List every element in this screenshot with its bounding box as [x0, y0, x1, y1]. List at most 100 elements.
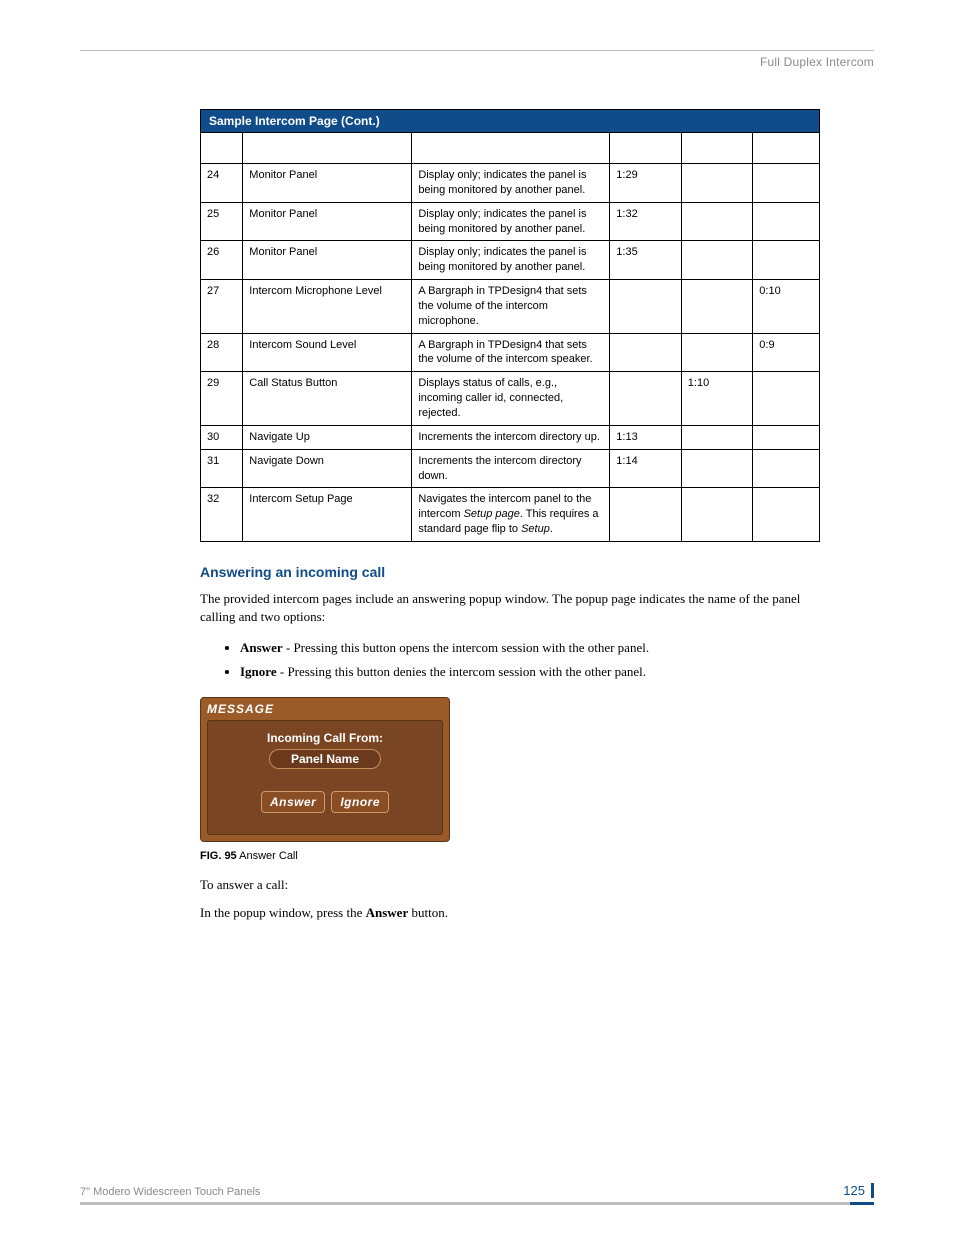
instruction-post: button.: [408, 905, 448, 920]
ignore-button[interactable]: Ignore: [331, 791, 389, 813]
section-heading: Answering an incoming call: [200, 564, 820, 580]
table-cell: 27: [201, 280, 243, 334]
table-row: 29Call Status ButtonDisplays status of c…: [201, 372, 820, 426]
table-cell: Intercom Sound Level: [243, 333, 412, 372]
list-item: Answer - Pressing this button opens the …: [240, 636, 820, 659]
message-title: MESSAGE: [207, 702, 274, 716]
section-intro: The provided intercom pages include an a…: [200, 590, 820, 626]
table-row: 27Intercom Microphone LevelA Bargraph in…: [201, 280, 820, 334]
footer: 7" Modero Widescreen Touch Panels 125: [80, 1183, 874, 1205]
footer-line: 7" Modero Widescreen Touch Panels 125: [80, 1183, 874, 1198]
bullet-rest: - Pressing this button opens the interco…: [283, 640, 649, 655]
table-cell: [753, 488, 820, 542]
table-cell: Increments the intercom directory up.: [412, 425, 610, 449]
table-cell: A Bargraph in TPDesign4 that sets the vo…: [412, 333, 610, 372]
table-cell: [681, 488, 753, 542]
table-cell: 28: [201, 333, 243, 372]
table-cell: Increments the intercom directory down.: [412, 449, 610, 488]
table-row: 25Monitor PanelDisplay only; indicates t…: [201, 202, 820, 241]
table-row: 30Navigate UpIncrements the intercom dir…: [201, 425, 820, 449]
table-cell: Display only; indicates the panel is bei…: [412, 164, 610, 203]
table-cell: 26: [201, 241, 243, 280]
incoming-call-label: Incoming Call From:: [208, 731, 442, 745]
table-header-blank-row: [201, 133, 820, 164]
table-cell: [753, 241, 820, 280]
table-cell: 32: [201, 488, 243, 542]
message-popup: MESSAGE Incoming Call From: Panel Name A…: [200, 697, 450, 842]
table-cell: Navigate Down: [243, 449, 412, 488]
table-row: 28Intercom Sound LevelA Bargraph in TPDe…: [201, 333, 820, 372]
table-cell: [681, 202, 753, 241]
table-cell: 1:29: [610, 164, 682, 203]
footer-rule: [80, 1202, 874, 1205]
button-row: Answer Ignore: [208, 791, 442, 813]
table-cell: [681, 449, 753, 488]
table-cell: [681, 333, 753, 372]
message-inner: Incoming Call From: Panel Name Answer Ig…: [207, 720, 443, 835]
table-cell: [753, 425, 820, 449]
table-row: 32Intercom Setup PageNavigates the inter…: [201, 488, 820, 542]
table-cell: [610, 372, 682, 426]
table-row: 26Monitor PanelDisplay only; indicates t…: [201, 241, 820, 280]
table-cell: Monitor Panel: [243, 202, 412, 241]
footer-left: 7" Modero Widescreen Touch Panels: [80, 1186, 260, 1198]
table-cell: Call Status Button: [243, 372, 412, 426]
figure-caption-text: Answer Call: [237, 850, 298, 862]
table-cell: Navigates the intercom panel to the inte…: [412, 488, 610, 542]
sample-intercom-table: Sample Intercom Page (Cont.) 24Monitor P…: [200, 109, 820, 542]
table-row: 31Navigate DownIncrements the intercom d…: [201, 449, 820, 488]
table-cell: [681, 425, 753, 449]
table-cell: [681, 241, 753, 280]
table-cell: 0:10: [753, 280, 820, 334]
table-cell: 1:14: [610, 449, 682, 488]
table-cell: Display only; indicates the panel is bei…: [412, 241, 610, 280]
table-cell: Intercom Setup Page: [243, 488, 412, 542]
bullet-term: Answer: [240, 640, 283, 655]
table-cell: [753, 202, 820, 241]
instruction-text: In the popup window, press the Answer bu…: [200, 904, 820, 922]
table-cell: 24: [201, 164, 243, 203]
figure-number: FIG. 95: [200, 850, 237, 862]
table-row: 24Monitor PanelDisplay only; indicates t…: [201, 164, 820, 203]
table-cell: [753, 449, 820, 488]
table-cell: 1:32: [610, 202, 682, 241]
answer-button[interactable]: Answer: [261, 791, 325, 813]
table-cell: Intercom Microphone Level: [243, 280, 412, 334]
table-cell: [610, 488, 682, 542]
content-area: Sample Intercom Page (Cont.) 24Monitor P…: [200, 109, 820, 922]
table-cell: 1:35: [610, 241, 682, 280]
panel-name-field: Panel Name: [269, 749, 381, 769]
table-cell: [610, 280, 682, 334]
bullet-list: Answer - Pressing this button opens the …: [240, 636, 820, 683]
table-cell: Monitor Panel: [243, 164, 412, 203]
figure-caption: FIG. 95 Answer Call: [200, 850, 820, 862]
table-cell: 1:10: [681, 372, 753, 426]
to-answer-text: To answer a call:: [200, 876, 820, 894]
table-cell: [753, 372, 820, 426]
table-title: Sample Intercom Page (Cont.): [201, 110, 820, 133]
table-cell: Monitor Panel: [243, 241, 412, 280]
list-item: Ignore - Pressing this button denies the…: [240, 660, 820, 683]
table-cell: Display only; indicates the panel is bei…: [412, 202, 610, 241]
table-cell: [681, 164, 753, 203]
table-cell: 25: [201, 202, 243, 241]
header-rule: [80, 50, 874, 51]
header-title: Full Duplex Intercom: [80, 55, 874, 69]
table-cell: 1:13: [610, 425, 682, 449]
table-cell: Displays status of calls, e.g., incoming…: [412, 372, 610, 426]
table-cell: [610, 333, 682, 372]
table-cell: Navigate Up: [243, 425, 412, 449]
bullet-rest: - Pressing this button denies the interc…: [277, 664, 646, 679]
page-number: 125: [843, 1183, 874, 1198]
page: Full Duplex Intercom Sample Intercom Pag…: [0, 0, 954, 1235]
table-cell: 29: [201, 372, 243, 426]
table-cell: 0:9: [753, 333, 820, 372]
table-cell: [753, 164, 820, 203]
table-title-row: Sample Intercom Page (Cont.): [201, 110, 820, 133]
instruction-bold: Answer: [366, 905, 409, 920]
bullet-term: Ignore: [240, 664, 277, 679]
table-cell: A Bargraph in TPDesign4 that sets the vo…: [412, 280, 610, 334]
table-cell: [681, 280, 753, 334]
instruction-pre: In the popup window, press the: [200, 905, 366, 920]
table-cell: 30: [201, 425, 243, 449]
